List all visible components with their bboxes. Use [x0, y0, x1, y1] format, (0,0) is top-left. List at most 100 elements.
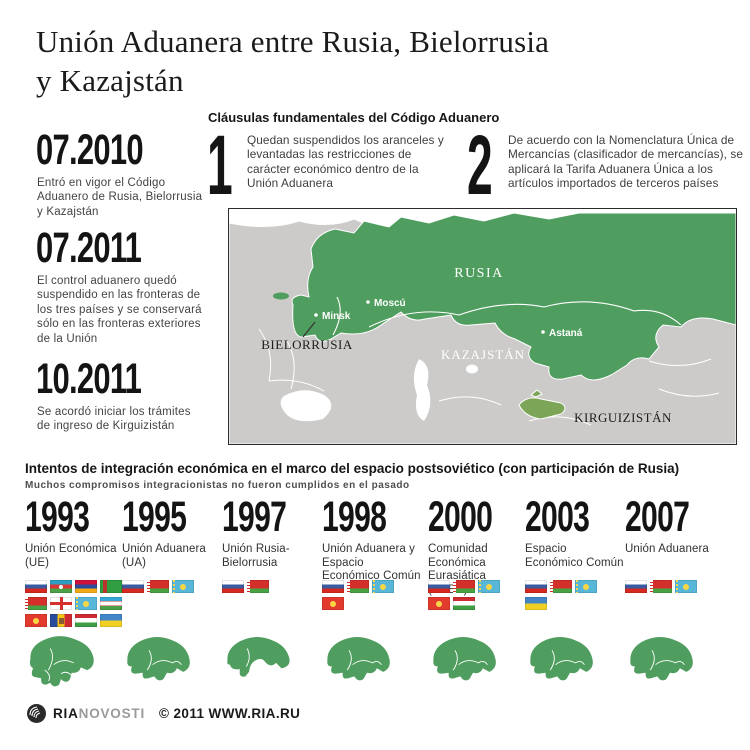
- flag-kz-icon: [478, 580, 500, 593]
- attempt-label: Unión Aduanera (UA): [122, 543, 206, 569]
- attempt-minimap-union: [629, 636, 694, 681]
- flag-tj-icon: [453, 597, 475, 610]
- timeline-text-2010: Entró en vigor el Código Aduanero de Rus…: [37, 177, 203, 218]
- brand-novosti: NOVOSTI: [78, 706, 146, 721]
- map-aral-sea: [466, 364, 478, 374]
- attempt-minimap-union: [432, 636, 497, 681]
- attempt-column-2003: 2003 Espacio Económico Común: [525, 493, 625, 681]
- timeline-text-2011b: Se acordó iniciar los trámites de ingres…: [37, 406, 191, 433]
- flag-ua-icon: [525, 597, 547, 610]
- map-dot-minsk: [314, 313, 318, 317]
- timeline-date-2011b: 10.2011: [36, 355, 142, 403]
- clause-2-number: 2: [467, 118, 493, 212]
- attempt-label: Unión Económica (UE): [25, 543, 117, 569]
- timeline-text-2011a: El control aduanero quedó suspendido en …: [37, 275, 202, 345]
- page-title-line2: y Kazajstán: [36, 63, 184, 99]
- flag-am-icon: [75, 580, 97, 593]
- attempt-year: 1995: [122, 493, 187, 541]
- flag-kz-icon: [172, 580, 194, 593]
- attempt-column-1993: 1993 Unión Económica (UE): [25, 493, 125, 687]
- attempt-label: Unión Aduanera y Espacio Económico Común: [322, 543, 421, 583]
- clause-1-number: 1: [207, 118, 233, 212]
- map-dot-moscu: [366, 300, 370, 304]
- flag-by-icon: [25, 597, 47, 610]
- timeline-date-2010: 07.2010: [36, 126, 144, 174]
- flag-ru-icon: [25, 580, 47, 593]
- attempt-year: 1997: [222, 493, 287, 541]
- flag-by-icon: [147, 580, 169, 593]
- footer: RIANOVOSTI © 2011 WWW.RIA.RU: [26, 703, 300, 724]
- attempt-minimap-two: [226, 636, 291, 678]
- attempt-year: 1998: [322, 493, 387, 541]
- attempt-year: 1993: [25, 493, 90, 541]
- brand-ria: RIA: [53, 706, 79, 721]
- attempt-flags: [25, 580, 122, 627]
- timeline-date-2011a: 07.2011: [36, 224, 142, 272]
- attempt-label: Unión Rusia-Bielorrusia: [222, 543, 290, 569]
- map-label-moscu: Moscú: [374, 298, 406, 309]
- flag-by-icon: [453, 580, 475, 593]
- attempt-minimap-union: [326, 636, 391, 681]
- flag-by-icon: [550, 580, 572, 593]
- map-kirguizistan-area: [518, 389, 566, 420]
- map-bielorrusia-pointer: [302, 321, 316, 338]
- attempt-flags: [122, 580, 194, 593]
- attempt-flags: [525, 580, 597, 610]
- flag-kg-icon: [428, 597, 450, 610]
- flag-az-icon: [50, 580, 72, 593]
- map-caspian-sea: [413, 359, 431, 421]
- flag-ru-icon: [122, 580, 144, 593]
- map-svg: RUSIA KAZAJSTÁN BIELORRUSIA KIRGUIZISTÁN…: [229, 209, 736, 444]
- map-black-sea: [280, 390, 332, 422]
- flag-ru-icon: [322, 580, 344, 593]
- attempt-column-1997: 1997 Unión Rusia-Bielorrusia: [222, 493, 322, 678]
- attempt-year: 2003: [525, 493, 590, 541]
- flag-uz-icon: [100, 597, 122, 610]
- page-title: Unión Aduanera entre Rusia, Bielorrusia …: [36, 22, 696, 100]
- flag-by-icon: [347, 580, 369, 593]
- attempt-year: 2000: [428, 493, 493, 541]
- map-label-minsk: Minsk: [322, 311, 351, 322]
- flag-ru-icon: [222, 580, 244, 593]
- map-label-kirguizistan: KIRGUIZISTÁN: [574, 410, 672, 425]
- flag-md-icon: [50, 614, 72, 627]
- attempt-column-1998: 1998 Unión Aduanera y Espacio Económico C…: [322, 493, 422, 681]
- attempt-minimap-cis: [29, 635, 95, 687]
- flag-ru-icon: [525, 580, 547, 593]
- map-country-borders: [258, 328, 720, 426]
- flag-tj-icon: [75, 614, 97, 627]
- flag-tm-icon: [100, 580, 122, 593]
- attempts-heading: Intentos de integración económica en el …: [25, 461, 680, 476]
- attempt-column-1995: 1995 Unión Aduanera (UA): [122, 493, 222, 681]
- map-label-rusia: RUSIA: [454, 266, 504, 281]
- flag-by-icon: [650, 580, 672, 593]
- clause-1-text: Quedan suspendidos los aranceles y levan…: [247, 133, 444, 191]
- attempt-year: 2007: [625, 493, 690, 541]
- copyright-text: © 2011 WWW.RIA.RU: [159, 706, 301, 721]
- attempts-subheading: Muchos compromisos integracionistas no f…: [25, 480, 410, 491]
- attempt-label: Unión Aduanera: [625, 543, 709, 555]
- flag-ru-icon: [428, 580, 450, 593]
- clauses-heading: Cláusulas fundamentales del Código Aduan…: [208, 110, 500, 125]
- ria-novosti-logo-icon: [27, 704, 46, 723]
- attempt-flags: [222, 580, 294, 593]
- flag-ru-icon: [625, 580, 647, 593]
- map-internal-borders: [332, 296, 682, 336]
- flag-ge-icon: [50, 597, 72, 610]
- map-dot-astana: [541, 330, 545, 334]
- map-label-astana: Astaná: [549, 328, 583, 339]
- flag-kz-icon: [575, 580, 597, 593]
- page-title-line1: Unión Aduanera entre Rusia, Bielorrusia: [36, 24, 550, 59]
- flag-kz-icon: [75, 597, 97, 610]
- map-union-area: [291, 212, 736, 381]
- attempt-flags: [322, 580, 394, 610]
- map-kaliningrad: [273, 292, 289, 300]
- brand-wordmark: RIANOVOSTI: [53, 706, 145, 721]
- map-label-kazajstan: KAZAJSTÁN: [441, 347, 525, 362]
- attempt-minimap-union: [126, 636, 191, 681]
- map-customs-union: RUSIA KAZAJSTÁN BIELORRUSIA KIRGUIZISTÁN…: [228, 208, 737, 445]
- attempt-minimap-union: [529, 636, 594, 681]
- flag-kg-icon: [322, 597, 344, 610]
- attempt-column-2007: 2007 Unión Aduanera: [625, 493, 725, 681]
